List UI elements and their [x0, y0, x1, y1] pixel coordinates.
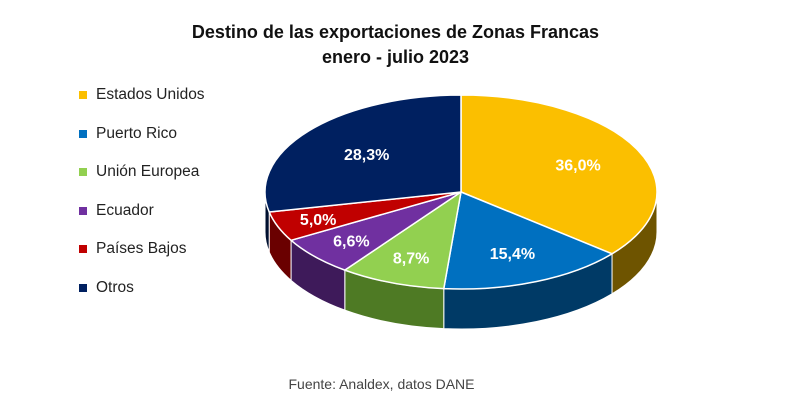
legend-swatch-estados-unidos — [79, 91, 87, 99]
source-text: Fuente: Analdex, datos DANE — [288, 376, 475, 392]
legend-label-union-europea: Unión Europea — [96, 163, 200, 180]
data-label-ecuador: 6,6% — [333, 233, 369, 250]
chart-title-line-2: enero - julio 2023 — [321, 47, 470, 67]
legend-label-otros: Otros — [96, 278, 134, 296]
legend-label-paises-bajos: Países Bajos — [96, 240, 187, 257]
legend-label-puerto-rico: Puerto Rico — [96, 124, 177, 142]
data-label-union-europea: 8,7% — [393, 250, 429, 267]
legend-swatch-otros — [79, 283, 87, 292]
legend-swatch-paises-bajos — [79, 245, 87, 253]
pie-slice-puerto-rico — [443, 191, 613, 290]
pie-slice-otros — [264, 94, 462, 213]
legend-swatch-puerto-rico — [79, 129, 87, 138]
legend-label-ecuador: Ecuador — [96, 201, 154, 219]
data-label-estados-unidos: 36,0% — [555, 158, 600, 175]
legend-label-estados-unidos: Estados Unidos — [96, 86, 205, 103]
legend-swatch-union-europea — [79, 168, 87, 176]
chart-title: Destino de las exportaciones de Zonas Fr… — [0, 20, 791, 70]
source-note: Fuente: Analdex, datos DANE — [0, 376, 791, 392]
legend-swatch-ecuador — [79, 206, 87, 215]
pie-slice-estados-unidos — [460, 94, 658, 255]
data-label-paises-bajos: 5,0% — [300, 212, 336, 229]
data-label-puerto-rico: 15,4% — [490, 246, 535, 263]
chart-title-line-1: Destino de las exportaciones de Zonas Fr… — [191, 22, 600, 42]
pie-slice-union-europea — [344, 191, 462, 290]
data-label-otros: 28,3% — [344, 147, 389, 164]
